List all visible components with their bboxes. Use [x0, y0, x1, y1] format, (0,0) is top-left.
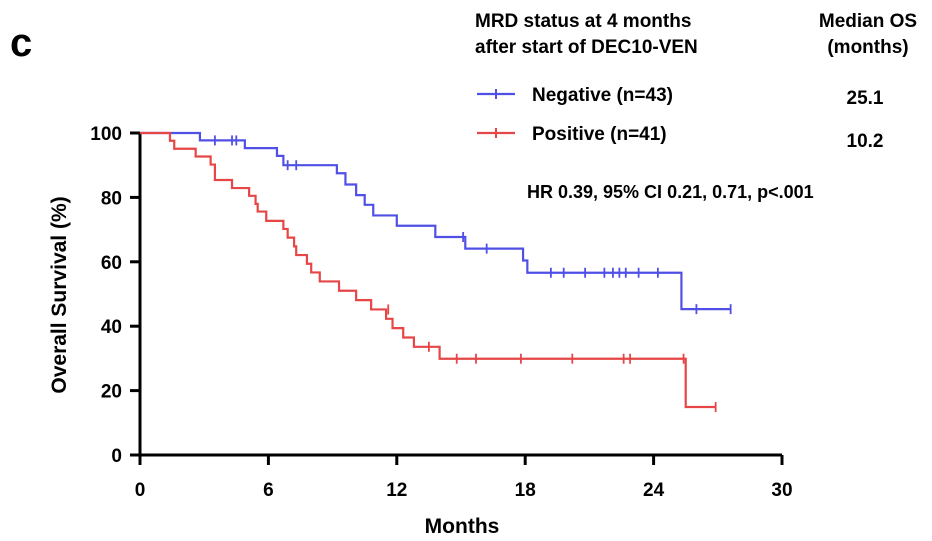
- x-tick-label: 24: [643, 480, 665, 501]
- median-value-negative: 25.1: [847, 88, 884, 109]
- panel-label: c: [10, 21, 32, 65]
- x-tick-label: 18: [515, 480, 536, 501]
- x-tick-label: 12: [386, 480, 407, 501]
- legend-header-line1: MRD status at 4 months: [475, 11, 691, 32]
- x-tick-label: 6: [263, 480, 274, 501]
- median-value-positive: 10.2: [847, 131, 884, 152]
- plot-area: [140, 131, 732, 413]
- y-axis-label: Overall Survival (%): [48, 196, 71, 393]
- survival-curve-negative: [140, 131, 731, 311]
- y-tick-label: 80: [101, 188, 122, 209]
- x-axis-label: Months: [425, 515, 500, 538]
- x-tick-label: 0: [135, 480, 146, 501]
- y-tick-label: 60: [101, 253, 122, 274]
- legend-header-line2: after start of DEC10-VEN: [475, 37, 698, 58]
- hazard-ratio-text: HR 0.39, 95% CI 0.21, 0.71, p<.001: [527, 182, 814, 202]
- y-tick-label: 100: [90, 124, 122, 145]
- axes: 0 6 12 18 24 30 0 20 40 60 80 100: [90, 124, 792, 501]
- legend-label-negative: Negative (n=43): [532, 85, 673, 106]
- legend-label-positive: Positive (n=41): [532, 124, 667, 145]
- y-tick-label: 0: [111, 446, 122, 467]
- legend-item-positive: Positive (n=41) 10.2: [477, 124, 883, 152]
- survival-curve-positive: [140, 131, 716, 409]
- y-tick-label: 40: [101, 317, 122, 338]
- legend-item-negative: Negative (n=43) 25.1: [477, 85, 884, 109]
- y-tick-label: 20: [101, 382, 122, 403]
- median-header-line2: (months): [827, 37, 908, 58]
- x-tick-label: 30: [771, 480, 792, 501]
- median-header-line1: Median OS: [819, 11, 917, 32]
